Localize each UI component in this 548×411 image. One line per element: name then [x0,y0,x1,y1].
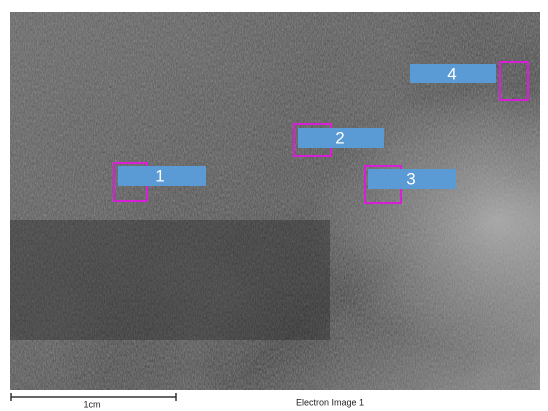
scale-label: 1cm [83,399,100,409]
marker-label: 4 [447,64,456,83]
marker-3: 3 [364,165,456,204]
marker-1: 1 [113,162,206,202]
marker-2: 2 [293,123,384,157]
scale-bar: 1cm [10,393,177,409]
marker-label: 3 [406,169,415,188]
marker-label: 2 [335,128,344,147]
marker-4: 4 [410,61,529,101]
marker-label: 1 [155,166,164,185]
image-caption: Electron Image 1 [296,397,364,407]
